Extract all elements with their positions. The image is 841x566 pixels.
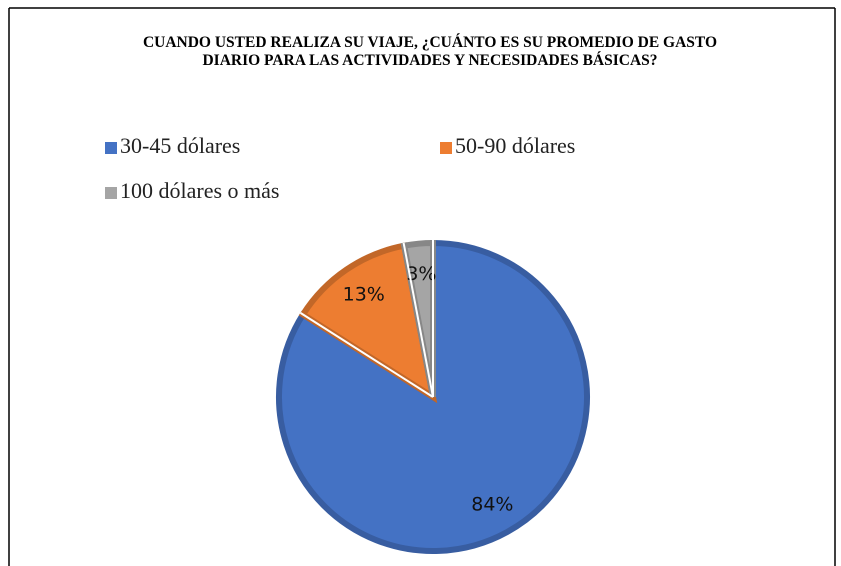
legend-label: 30-45 dólares xyxy=(120,133,240,158)
legend-swatch xyxy=(105,142,117,154)
pie-slice xyxy=(298,242,438,404)
data-label: 13% xyxy=(343,284,385,306)
chart-title: CUANDO USTED REALIZA SU VIAJE, ¿CUÁNTO E… xyxy=(142,34,718,69)
slice-separator xyxy=(402,242,434,398)
legend-label: 100 dólares o más xyxy=(120,178,279,203)
legend-swatch xyxy=(440,142,452,154)
legend-swatch xyxy=(105,187,117,199)
data-label: 84% xyxy=(471,493,513,515)
data-label: 3% xyxy=(406,263,436,285)
slice-separator xyxy=(299,312,434,398)
legend-label: 50-90 dólares xyxy=(455,133,575,158)
